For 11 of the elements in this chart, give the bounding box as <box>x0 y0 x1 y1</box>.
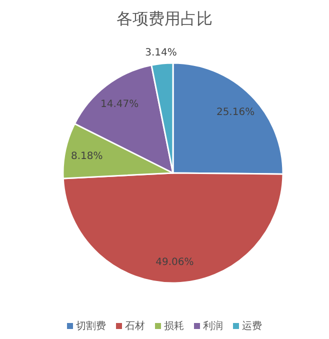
chart-title: 各项费用占比 <box>116 9 212 28</box>
data-label: 25.16% <box>216 107 255 118</box>
data-label: 8.18% <box>70 150 103 162</box>
data-label: 3.14% <box>145 48 177 59</box>
legend-label: 利润 <box>203 320 223 332</box>
legend-label: 运费 <box>242 320 262 332</box>
data-label: 49.06% <box>156 256 194 268</box>
legend-label: 切割费 <box>76 320 106 332</box>
legend-label: 损耗 <box>164 320 184 332</box>
data-label: 14.47% <box>100 99 139 110</box>
legend-label: 石材 <box>125 320 145 332</box>
